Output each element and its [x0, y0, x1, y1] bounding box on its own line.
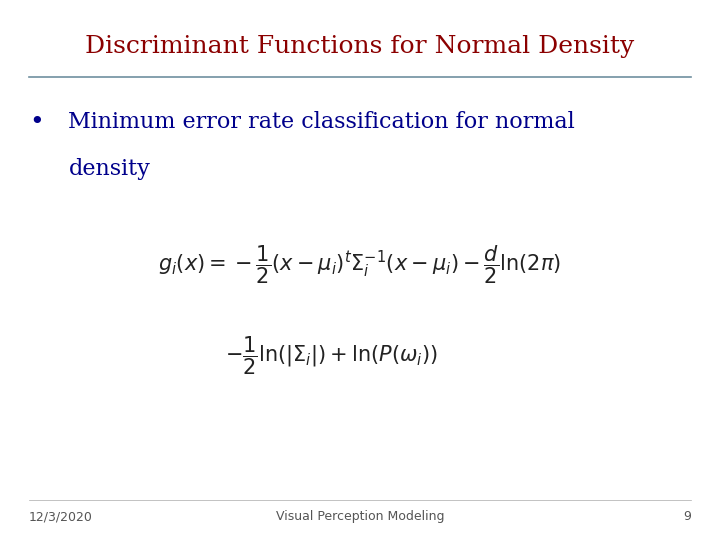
- Text: 12/3/2020: 12/3/2020: [29, 510, 93, 523]
- Text: density: density: [68, 158, 150, 180]
- Text: •: •: [29, 111, 43, 134]
- Text: Visual Perception Modeling: Visual Perception Modeling: [276, 510, 444, 523]
- Text: $-\dfrac{1}{2}\ln(|\Sigma_i|)+\ln(P(\omega_i))$: $-\dfrac{1}{2}\ln(|\Sigma_i|)+\ln(P(\ome…: [225, 335, 438, 377]
- Text: 9: 9: [683, 510, 691, 523]
- Text: $g_i(x) = -\dfrac{1}{2}(x-\mu_i)^t\Sigma_i^{-1}(x-\mu_i)-\dfrac{d}{2}\ln(2\pi)$: $g_i(x) = -\dfrac{1}{2}(x-\mu_i)^t\Sigma…: [158, 243, 562, 286]
- Text: Discriminant Functions for Normal Density: Discriminant Functions for Normal Densit…: [86, 35, 634, 58]
- Text: Minimum error rate classification for normal: Minimum error rate classification for no…: [68, 111, 575, 133]
